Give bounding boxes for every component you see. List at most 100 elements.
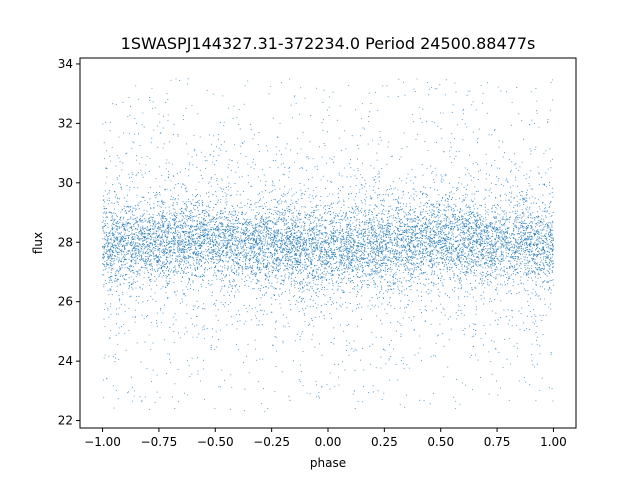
scatter-point [424, 284, 426, 286]
scatter-point [425, 233, 427, 235]
scatter-point [192, 220, 194, 222]
scatter-point [413, 220, 415, 222]
scatter-point [141, 288, 144, 290]
scatter-point [166, 220, 168, 222]
scatter-point [166, 245, 168, 247]
scatter-point [362, 214, 364, 216]
scatter-point [308, 242, 310, 244]
scatter-point [175, 231, 177, 233]
scatter-point [541, 253, 543, 255]
scatter-point [547, 246, 549, 248]
scatter-point [203, 241, 205, 243]
scatter-point [237, 255, 239, 257]
scatter-point [393, 263, 395, 265]
scatter-point [490, 244, 492, 246]
scatter-point [273, 266, 275, 268]
scatter-point [137, 236, 140, 238]
scatter-point [286, 248, 288, 250]
scatter-point [173, 249, 175, 251]
scatter-point [543, 220, 545, 222]
scatter-point [201, 216, 203, 218]
scatter-point [174, 230, 177, 232]
scatter-point [308, 253, 310, 255]
scatter-point [517, 247, 519, 249]
scatter-point [539, 240, 541, 242]
scatter-point [233, 254, 235, 256]
scatter-point [197, 236, 199, 238]
scatter-point [377, 236, 379, 238]
scatter-point [307, 213, 309, 215]
scatter-point [532, 236, 534, 238]
scatter-point [263, 243, 265, 245]
scatter-point [504, 235, 506, 237]
scatter-point [325, 274, 327, 276]
scatter-point [294, 259, 296, 261]
scatter-point [461, 252, 463, 254]
scatter-point [186, 230, 188, 232]
scatter-point [198, 228, 200, 230]
scatter-point [111, 212, 113, 214]
scatter-point [401, 244, 403, 246]
scatter-point [180, 258, 182, 260]
scatter-point [381, 231, 383, 233]
scatter-point [362, 270, 364, 272]
scatter-point [185, 257, 187, 260]
scatter-point [433, 226, 435, 228]
scatter-point [256, 244, 259, 246]
scatter-point [526, 249, 529, 251]
scatter-point [380, 277, 382, 279]
scatter-point [407, 238, 409, 240]
scatter-point [458, 258, 460, 260]
scatter-point [440, 232, 442, 234]
scatter-point [200, 237, 202, 239]
scatter-point [382, 212, 384, 214]
scatter-point [379, 248, 381, 251]
scatter-point [221, 253, 223, 255]
scatter-point [525, 230, 527, 232]
scatter-point [511, 293, 513, 295]
scatter-point [300, 254, 302, 256]
scatter-point [260, 284, 262, 286]
scatter-point [165, 231, 167, 233]
scatter-point [188, 237, 191, 239]
scatter-point [493, 257, 495, 259]
scatter-point [264, 279, 266, 281]
scatter-point [125, 279, 127, 281]
scatter-point [459, 197, 461, 199]
scatter-point [540, 268, 542, 270]
scatter-point [436, 229, 438, 231]
scatter-point [482, 240, 484, 243]
scatter-point [270, 208, 272, 210]
scatter-point [405, 260, 407, 262]
scatter-point [252, 269, 254, 272]
scatter-point [454, 219, 456, 221]
scatter-point [231, 251, 234, 253]
scatter-point [125, 212, 127, 214]
scatter-point [311, 287, 313, 290]
scatter-point [309, 237, 311, 240]
scatter-point [345, 214, 347, 217]
scatter-point [518, 230, 520, 232]
scatter-point [429, 259, 431, 261]
scatter-point [508, 260, 510, 262]
scatter-point [472, 211, 474, 213]
scatter-point [339, 232, 341, 234]
scatter-point [551, 263, 553, 265]
scatter-point [338, 234, 340, 236]
scatter-point [516, 217, 518, 219]
scatter-point [152, 228, 154, 230]
scatter-point [472, 247, 474, 249]
scatter-point [551, 271, 553, 273]
scatter-point [437, 288, 439, 290]
scatter-point [303, 238, 305, 240]
scatter-point [233, 259, 235, 261]
scatter-point [441, 249, 443, 251]
scatter-point [208, 258, 210, 260]
scatter-point [124, 232, 126, 234]
scatter-point [330, 240, 332, 242]
scatter-point [514, 257, 517, 260]
scatter-point [331, 238, 333, 240]
scatter-point [500, 236, 502, 238]
scatter-point [550, 237, 552, 239]
scatter-point [118, 248, 120, 250]
